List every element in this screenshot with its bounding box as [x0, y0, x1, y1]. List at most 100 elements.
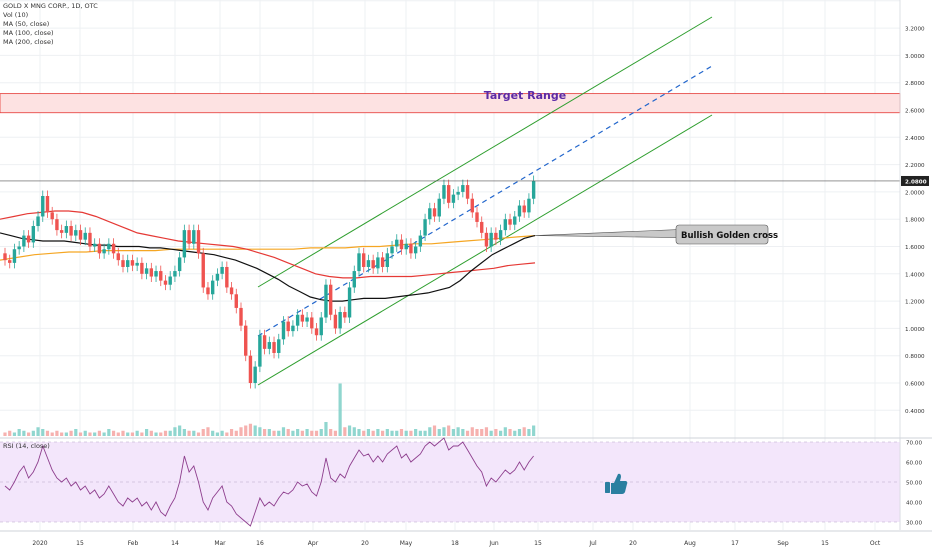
candle-body [102, 249, 106, 254]
time-tick-label: May [400, 540, 413, 547]
candle-body [451, 194, 456, 203]
time-tick-label: 15 [821, 540, 829, 547]
volume-bar [211, 430, 215, 436]
volume-bar [182, 429, 186, 436]
candle-body [343, 312, 347, 318]
volume-bar [395, 430, 399, 436]
thumbs-up-icon [605, 473, 628, 494]
price-axis[interactable]: 3.2000 3.0000 2.8000 2.6000 2.4000 2.2000 2.00… [0, 0, 929, 530]
price-tick-label: 2.4000 [905, 136, 925, 142]
candle-body [498, 230, 503, 240]
candle-body [201, 253, 205, 288]
volume-bar [145, 429, 149, 436]
volume-bar [362, 430, 366, 436]
volume-bar [50, 432, 54, 436]
candle-body [465, 185, 470, 199]
volume-bar [126, 432, 130, 436]
volume-bar [319, 429, 323, 436]
time-tick-label: Apr [308, 540, 319, 547]
candle-body [135, 262, 139, 266]
volume-bar [527, 429, 531, 436]
volume-bar [451, 429, 455, 436]
volume-bar [305, 429, 309, 436]
volume-bar [41, 429, 45, 436]
time-tick-label: 18 [451, 540, 459, 547]
volume-bar [229, 429, 234, 436]
volume-bar [442, 427, 446, 436]
candle-body [74, 230, 78, 236]
candle-body [163, 280, 168, 285]
price-tick-label: 2.0000 [905, 190, 925, 196]
volume-bar [513, 430, 517, 436]
volume-bar [371, 430, 375, 436]
time-tick-label: Feb [128, 540, 139, 547]
golden-cross-callout[interactable]: Bullish Golden cross [534, 224, 778, 245]
candle-body [286, 321, 290, 332]
candle-body [69, 226, 73, 236]
volume-bar [140, 432, 144, 436]
price-channel[interactable] [257, 16, 713, 386]
candle-body [295, 314, 300, 326]
volume-bar [263, 429, 267, 436]
volume-bar [107, 429, 111, 436]
time-tick-label: 20 [361, 540, 369, 547]
last-price-badge [901, 175, 929, 186]
candle-body [376, 257, 380, 269]
candle-body [347, 287, 352, 318]
volume-bar [225, 432, 229, 436]
volume-bar [461, 429, 465, 436]
candle-body [480, 221, 484, 233]
candle-body [272, 342, 276, 353]
price-tick-label: 1.4000 [905, 272, 925, 278]
candle-body [192, 230, 196, 244]
legend-ma100: MA (100, close) [3, 29, 54, 37]
volume-bar [88, 432, 92, 436]
candle-body [475, 212, 479, 222]
candle-body [291, 325, 295, 332]
time-tick-label: 20 [629, 540, 637, 547]
time-tick-label: 17 [731, 540, 739, 547]
candle-body [267, 342, 272, 349]
volume-bar [432, 425, 437, 436]
candle-body [442, 185, 446, 199]
volume-bar [173, 427, 177, 436]
volume-bar [465, 430, 470, 436]
candle-body [220, 266, 224, 274]
legend-ma50: MA (50, close) [3, 20, 50, 28]
ma100-line [0, 210, 536, 279]
price-tick-label: 2.8000 [905, 81, 925, 87]
time-tick-label: 2020 [32, 540, 47, 547]
candle-body [494, 232, 498, 240]
rsi-tick-label: 70.00 [906, 441, 922, 447]
volume-bar [517, 429, 522, 436]
candle-body [144, 268, 149, 274]
candle-body [149, 268, 154, 277]
candle-body [45, 195, 50, 213]
volume-bar [399, 429, 404, 436]
price-tick-label: 1.6000 [905, 245, 925, 251]
channel-lower-line [257, 114, 713, 386]
price-tick-label: 2.6000 [905, 109, 925, 115]
volume-bar [168, 430, 172, 436]
time-axis[interactable]: 2020 15 Feb 14 Mar 16 Apr 20 May 18 Jun 15 Jul 20 Aug 1… [0, 530, 932, 547]
candle-body [168, 276, 172, 285]
volume-bar [277, 430, 281, 436]
candle-body [399, 239, 404, 250]
candle-body [446, 185, 451, 203]
volume-bar [220, 430, 224, 436]
volume-bar [314, 430, 319, 436]
volume-bar [376, 429, 380, 436]
candle-body [244, 325, 248, 356]
thumb-cuff [605, 482, 610, 493]
candle-body [333, 314, 338, 329]
time-tick-label: Aug [684, 540, 696, 547]
legend-symbol: GOLD X MNG CORP., 1D, OTC [3, 2, 98, 10]
volume-bar [239, 427, 243, 436]
price-tick-label: 3.0000 [905, 54, 925, 60]
volume-bar [154, 432, 158, 436]
candle-body [310, 317, 314, 329]
volume-bar [248, 423, 253, 436]
rsi-title: RSI (14, close) [3, 442, 50, 450]
volume-bar [357, 429, 361, 436]
